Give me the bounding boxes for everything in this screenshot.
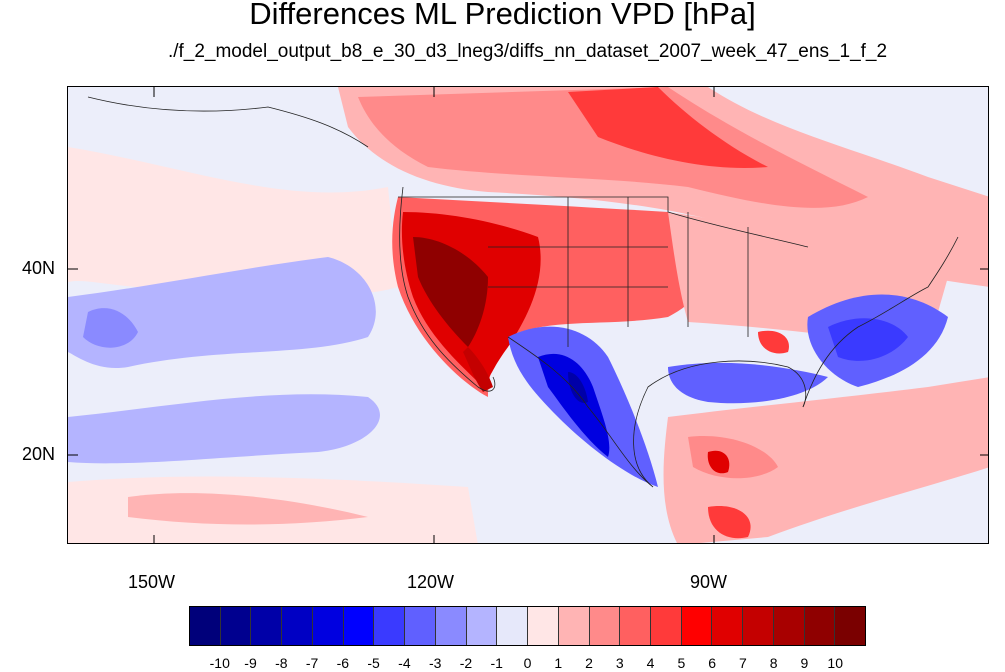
colorbar-tick-label: 2 bbox=[585, 655, 593, 671]
caribbean-hot-spot bbox=[707, 450, 730, 474]
colorbar-cell bbox=[773, 607, 805, 645]
colorbar-cell bbox=[497, 607, 529, 645]
pacific-blue-swath-3 bbox=[68, 394, 380, 464]
colorbar-tick-label: 6 bbox=[708, 655, 717, 671]
atlantic-cool-core bbox=[828, 318, 908, 361]
colorbar-cell bbox=[804, 607, 836, 645]
colorbar-tick-label: -10 bbox=[209, 655, 230, 671]
colorbar-tick-label: 3 bbox=[615, 655, 624, 671]
colorbar-tick-label: 8 bbox=[769, 655, 778, 671]
colorbar-cell bbox=[528, 607, 559, 645]
colorbar-tick-label: -7 bbox=[305, 655, 319, 671]
pacific-pink-south-2 bbox=[128, 493, 368, 525]
caribbean-warm-region bbox=[663, 377, 988, 543]
colorbar bbox=[189, 606, 866, 646]
colorbar-cell bbox=[466, 607, 498, 645]
lat-label-20n: 20N bbox=[22, 444, 56, 464]
pacific-south-warm-spot bbox=[708, 506, 751, 539]
colorbar-cell bbox=[312, 607, 344, 645]
us-west-hottest-core bbox=[413, 237, 488, 347]
pacific-blue-swath-2 bbox=[83, 308, 138, 348]
canada-warm-inner bbox=[568, 87, 768, 168]
colorbar-cell bbox=[374, 607, 406, 645]
colorbar-tick-label: -6 bbox=[336, 655, 350, 671]
colorbar-tick-label: -5 bbox=[367, 655, 380, 671]
colorbar-cell bbox=[558, 607, 590, 645]
colorbar-cell bbox=[743, 607, 774, 645]
colorbar-tick-label: -4 bbox=[398, 655, 411, 671]
lon-label-120w: 120W bbox=[407, 572, 455, 592]
map-subtitle: ./f_2_model_output_b8_e_30_d3_lneg3/diff… bbox=[167, 41, 888, 62]
colorbar-cell bbox=[343, 607, 375, 645]
colorbar-cell bbox=[651, 607, 682, 645]
canada-warm-core bbox=[358, 87, 868, 208]
colorbar-tick-label: 5 bbox=[677, 655, 686, 671]
colorbar-cell bbox=[681, 607, 713, 645]
lon-label-90w: 90W bbox=[690, 572, 728, 592]
pacific-pink-region bbox=[68, 147, 398, 295]
colorbar-tick-label: -1 bbox=[490, 655, 503, 671]
coastlines bbox=[87, 96, 959, 488]
colorbar-tick-label: 1 bbox=[554, 655, 563, 671]
colorbar-tick-label: 7 bbox=[739, 655, 747, 671]
gulf-cool-region bbox=[668, 362, 828, 404]
colorbar-tick-label: 0 bbox=[523, 655, 532, 671]
caribbean-warm-core bbox=[688, 436, 778, 479]
baja-hot-strip bbox=[463, 347, 493, 392]
colorbar-tick-label: -2 bbox=[459, 655, 473, 671]
colorbar-tick-label: 10 bbox=[827, 655, 844, 671]
lat-label-40n: 40N bbox=[22, 258, 56, 278]
colorbar-cell bbox=[220, 607, 252, 645]
vpd-difference-field bbox=[68, 87, 988, 543]
colorbar-tick-label: -8 bbox=[275, 655, 288, 671]
map-title: Differences ML Prediction VPD [hPa] bbox=[249, 0, 756, 31]
colorbar-cell bbox=[589, 607, 621, 645]
colorbar-cell bbox=[190, 607, 221, 645]
us-southeast-warm-spot bbox=[758, 330, 789, 354]
map-ticks bbox=[68, 87, 988, 543]
map-panel bbox=[67, 86, 989, 544]
colorbar-cell bbox=[282, 607, 313, 645]
colorbar-cell bbox=[251, 607, 283, 645]
mexico-cool-core-2 bbox=[568, 372, 588, 403]
colorbar-tick-label: -9 bbox=[244, 655, 257, 671]
colorbar-cell bbox=[835, 607, 866, 645]
pacific-blue-swath-1 bbox=[68, 257, 376, 369]
colorbar-tick-label: 9 bbox=[800, 655, 809, 671]
colorbar-tick-label: -3 bbox=[428, 655, 442, 671]
colorbar-cell bbox=[620, 607, 652, 645]
mexico-cool-core bbox=[538, 353, 610, 457]
colorbar-tick-label: 4 bbox=[646, 655, 655, 671]
colorbar-cell bbox=[712, 607, 744, 645]
colorbar-cell bbox=[405, 607, 436, 645]
lon-label-150w: 150W bbox=[128, 572, 176, 592]
colorbar-cell bbox=[435, 607, 467, 645]
